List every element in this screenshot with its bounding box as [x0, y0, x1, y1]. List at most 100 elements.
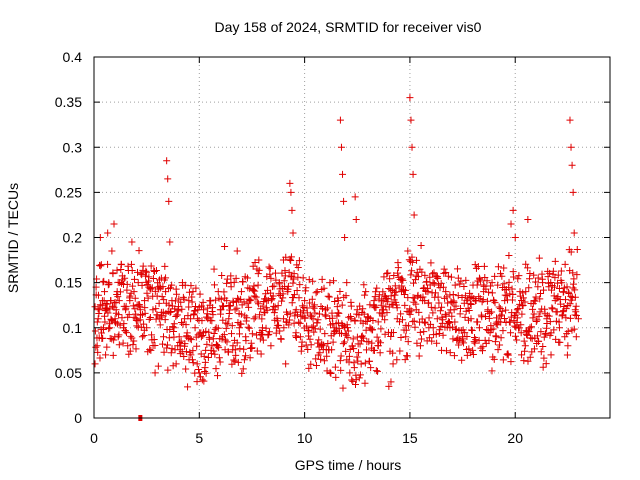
y-tick-label: 0.2	[63, 230, 83, 246]
data-point	[555, 318, 563, 326]
data-point	[434, 293, 442, 301]
data-point	[340, 322, 348, 330]
data-point	[177, 337, 185, 345]
data-point	[475, 324, 483, 332]
data-point	[129, 341, 137, 349]
data-point	[480, 262, 488, 270]
data-point	[265, 263, 273, 271]
data-point	[165, 197, 173, 205]
data-point	[280, 324, 288, 332]
data-point	[193, 360, 201, 368]
data-point	[535, 312, 543, 320]
data-point	[351, 381, 359, 389]
data-point	[518, 351, 526, 359]
data-point	[445, 318, 453, 326]
data-point	[436, 307, 444, 315]
data-point	[155, 299, 163, 307]
data-point	[294, 264, 302, 272]
data-point	[235, 324, 243, 332]
data-point	[97, 262, 105, 270]
data-point	[210, 281, 218, 289]
data-point	[430, 280, 438, 288]
data-point	[393, 356, 401, 364]
data-point	[551, 283, 559, 291]
data-point	[496, 341, 504, 349]
data-point	[537, 348, 545, 356]
data-point	[414, 273, 422, 281]
data-point	[94, 291, 102, 299]
data-point	[233, 339, 241, 347]
data-point	[547, 351, 555, 359]
data-point	[455, 341, 463, 349]
data-point	[298, 302, 306, 310]
data-point	[402, 286, 410, 294]
data-point	[107, 316, 115, 324]
y-tick-label: 0.25	[55, 184, 82, 200]
data-point	[454, 292, 462, 300]
data-point	[567, 248, 575, 256]
data-point	[361, 291, 369, 299]
data-point	[386, 275, 394, 283]
data-point	[514, 305, 522, 313]
data-point	[161, 262, 169, 270]
data-point	[366, 357, 374, 365]
data-point	[103, 343, 111, 351]
data-point	[377, 325, 385, 333]
data-point	[519, 289, 527, 297]
data-point	[352, 215, 360, 223]
data-point	[452, 302, 460, 310]
x-axis-label: GPS time / hours	[295, 457, 402, 473]
chart-title: Day 158 of 2024, SRMTID for receiver vis…	[215, 19, 482, 35]
data-point	[254, 270, 262, 278]
data-point	[227, 272, 235, 280]
data-point	[250, 282, 258, 290]
data-point	[337, 352, 345, 360]
data-point	[498, 272, 506, 280]
data-point	[483, 277, 491, 285]
data-point	[492, 333, 500, 341]
data-point	[326, 279, 334, 287]
data-point	[365, 338, 373, 346]
data-point	[314, 316, 322, 324]
data-point	[258, 315, 266, 323]
data-point	[534, 283, 542, 291]
data-point	[471, 261, 479, 269]
data-point	[222, 324, 230, 332]
data-point	[529, 305, 537, 313]
data-point	[391, 291, 399, 299]
data-point	[474, 318, 482, 326]
data-point	[313, 288, 321, 296]
data-point	[394, 264, 402, 272]
data-point	[160, 333, 168, 341]
data-point	[551, 257, 559, 265]
data-point	[150, 336, 158, 344]
data-point	[339, 384, 347, 392]
data-point	[497, 334, 505, 342]
data-point	[451, 281, 459, 289]
data-point	[126, 292, 134, 300]
data-point	[389, 360, 397, 368]
data-point	[189, 288, 197, 296]
data-point	[465, 345, 473, 353]
data-point	[532, 293, 540, 301]
data-point	[512, 309, 520, 317]
data-point	[109, 351, 117, 359]
data-point	[331, 363, 339, 371]
data-point	[116, 321, 124, 329]
data-point	[404, 247, 412, 255]
data-point	[362, 346, 370, 354]
data-point	[310, 328, 318, 336]
data-point	[438, 303, 446, 311]
data-point	[350, 345, 358, 353]
data-point	[469, 346, 477, 354]
data-point	[149, 292, 157, 300]
data-point	[323, 304, 331, 312]
data-point	[113, 266, 121, 274]
data-point	[139, 262, 147, 270]
data-point	[196, 290, 204, 298]
data-point	[533, 316, 541, 324]
data-point	[370, 302, 378, 310]
data-point	[243, 314, 251, 322]
data-point	[524, 357, 532, 365]
data-point	[168, 345, 176, 353]
